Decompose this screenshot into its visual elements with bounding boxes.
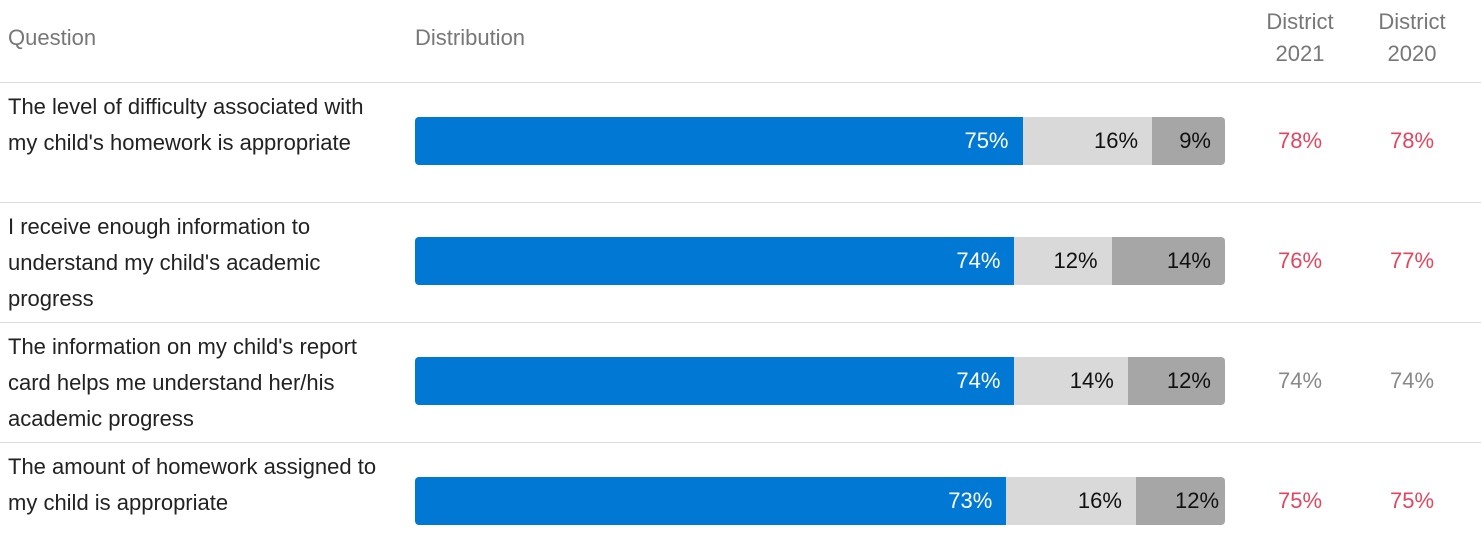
bar-segment: 12% — [1127, 357, 1225, 405]
row: The information on my child's report car… — [0, 322, 1481, 443]
question: I receive enough information to understa… — [8, 214, 321, 311]
row: The level of difficulty associated with … — [0, 82, 1481, 203]
bar-segment: 16% — [1022, 117, 1153, 165]
bar-segment: 14% — [1014, 357, 1128, 405]
district-value: 77% — [1389, 248, 1435, 273]
row: The amount of homework assigned to my ch… — [0, 442, 1481, 556]
distribution-bar: 73% 16% 12% — [415, 477, 1225, 525]
segment-label: 12% — [1175, 488, 1220, 513]
segment-label: 12% — [1166, 368, 1211, 393]
question: The information on my child's report car… — [8, 334, 358, 431]
bar-segment: 75% — [415, 117, 1023, 165]
segment-label: 14% — [1069, 368, 1114, 393]
distribution-bar: 75% 16% 9% — [415, 117, 1225, 165]
bar-segment: 14% — [1111, 237, 1225, 285]
segment-label: 16% — [1077, 488, 1122, 513]
segment-label: 74% — [956, 248, 1001, 273]
segment-label: 73% — [948, 488, 993, 513]
segment-label: 74% — [956, 368, 1001, 393]
bar-segment: 12% — [1135, 477, 1225, 525]
header-district-2020: District 2020 — [1378, 9, 1446, 66]
bar-segment: 12% — [1014, 237, 1112, 285]
district-value: 75% — [1389, 488, 1435, 513]
district-value: 78% — [1389, 128, 1435, 153]
distribution-bar: 74% 12% 14% — [415, 237, 1225, 285]
header-question: Question — [8, 25, 97, 50]
segment-label: 9% — [1179, 128, 1211, 153]
header-district-2021: District 2021 — [1266, 9, 1334, 66]
segment-label: 16% — [1094, 128, 1139, 153]
district-value: 74% — [1277, 368, 1323, 393]
district-value: 74% — [1389, 368, 1435, 393]
bar-segment: 73% — [415, 477, 1007, 525]
distribution-bar: 74% 14% 12% — [415, 357, 1225, 405]
bar-segment: 9% — [1152, 117, 1225, 165]
segment-label: 12% — [1053, 248, 1098, 273]
row: I receive enough information to understa… — [0, 202, 1481, 323]
bar-segment: 16% — [1006, 477, 1136, 525]
bar-segment: 74% — [415, 357, 1015, 405]
header-distribution: Distribution — [415, 25, 526, 50]
bar-segment: 74% — [415, 237, 1015, 285]
question: The level of difficulty associated with … — [8, 94, 364, 155]
question: The amount of homework assigned to my ch… — [8, 454, 377, 515]
segment-label: 75% — [964, 128, 1009, 153]
segment-label: 14% — [1166, 248, 1211, 273]
district-value: 78% — [1277, 128, 1323, 153]
district-value: 76% — [1277, 248, 1323, 273]
district-value: 75% — [1277, 488, 1323, 513]
